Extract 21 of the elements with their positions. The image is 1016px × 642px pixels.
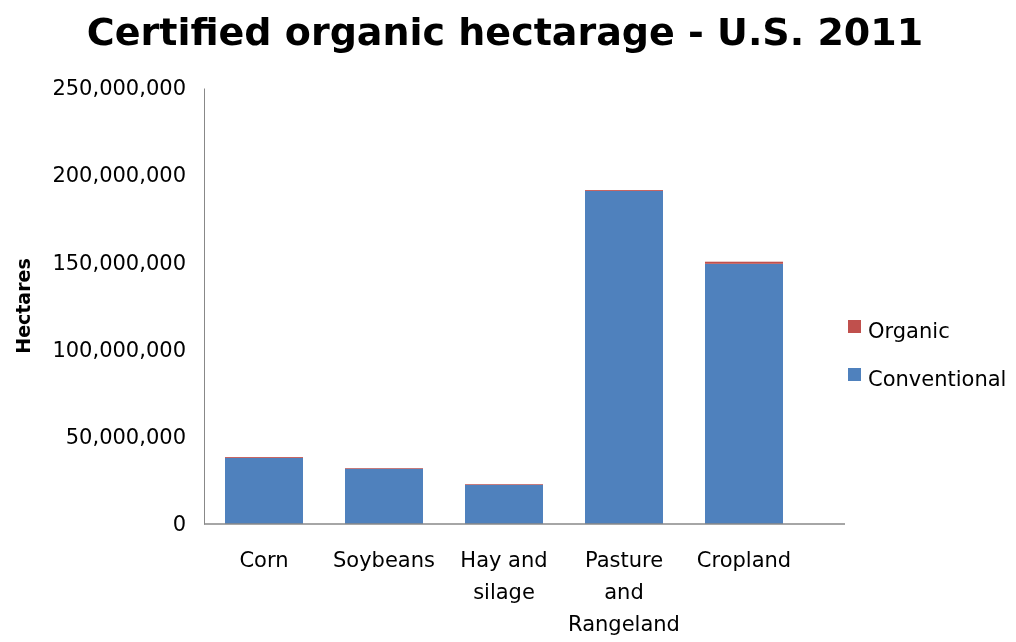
x-tick-label: Cropland xyxy=(696,548,792,572)
bar xyxy=(465,484,543,524)
x-tick-label: Pasture and Rangeland xyxy=(568,548,680,636)
legend-label: Organic xyxy=(868,319,950,343)
x-tick-label: Corn xyxy=(239,548,289,572)
y-tick-label: 100,000,000 xyxy=(52,337,186,362)
bar xyxy=(585,190,663,524)
y-tick-label: 250,000,000 xyxy=(52,76,186,101)
y-tick-label: 200,000,000 xyxy=(52,163,186,188)
y-tick-label: 50,000,000 xyxy=(65,425,186,450)
y-tick-label: 150,000,000 xyxy=(52,250,186,275)
x-tick-label: Hay and silage xyxy=(460,548,548,604)
legend-label: Conventional xyxy=(868,367,1007,391)
chart-title: Certified organic hectarage - U.S. 2011 xyxy=(86,10,924,54)
y-axis-title: Hectares xyxy=(12,258,34,354)
bar xyxy=(345,468,423,524)
y-tick-label: 0 xyxy=(172,512,186,537)
bar xyxy=(225,457,303,524)
bar xyxy=(705,263,783,524)
bar xyxy=(705,261,783,264)
x-tick-label: Soybeans xyxy=(333,548,435,572)
